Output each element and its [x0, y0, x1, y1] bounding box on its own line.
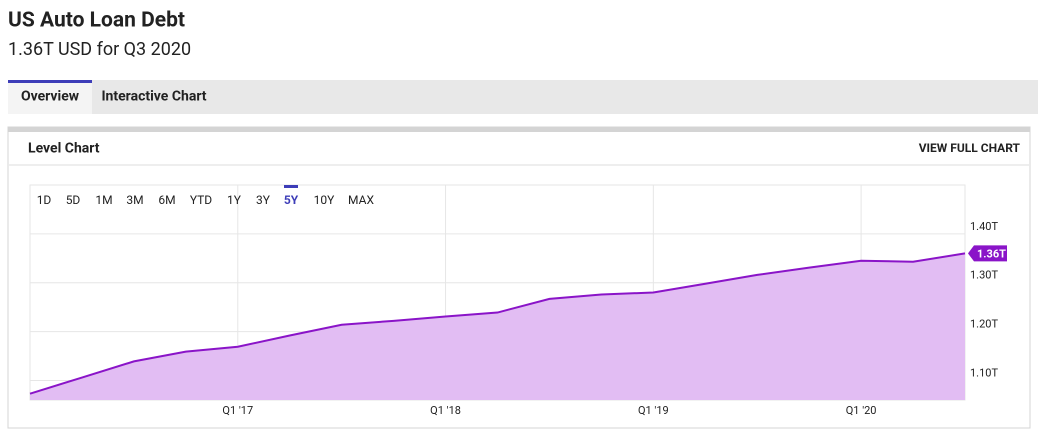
x-tick-label: Q1 '18 — [430, 404, 461, 417]
range-button[interactable]: 1Y — [227, 193, 242, 207]
view-full-chart[interactable]: VIEW FULL CHART — [919, 141, 1021, 155]
tab-bar — [8, 80, 1038, 114]
y-tick-label: 1.10T — [970, 366, 998, 379]
range-button[interactable]: YTD — [190, 193, 212, 207]
subtitle: 1.36T USD for Q3 2020 — [8, 39, 191, 60]
tab-indicator — [8, 80, 92, 83]
value-label: 1.36T — [977, 247, 1006, 260]
y-tick-label: 1.40T — [970, 220, 998, 233]
range-button[interactable]: 3Y — [256, 193, 271, 207]
value-label-bg — [968, 245, 1007, 262]
tab[interactable]: Overview — [21, 89, 80, 105]
range-button[interactable]: 3M — [126, 193, 143, 207]
x-tick-label: Q1 '20 — [846, 404, 877, 417]
tab-active-bg — [8, 80, 92, 114]
line — [29, 252, 966, 395]
title: US Auto Loan Debt — [8, 9, 185, 33]
panel-top — [8, 127, 1030, 132]
x-tick-label: Q1 '19 — [638, 404, 669, 417]
range-button[interactable]: MAX — [348, 193, 374, 207]
tab[interactable]: Interactive Chart — [101, 89, 206, 105]
range-button[interactable]: 5Y — [284, 193, 299, 207]
range-button[interactable]: 6M — [158, 193, 175, 207]
x-tick-label: Q1 '17 — [222, 404, 253, 417]
range-button[interactable]: 1D — [37, 193, 52, 207]
y-tick-label: 1.20T — [970, 317, 998, 330]
y-tick-label: 1.30T — [970, 269, 998, 282]
range-indicator — [284, 185, 298, 188]
area — [30, 253, 965, 400]
range-button[interactable]: 5D — [66, 193, 81, 207]
range-button[interactable]: 10Y — [314, 193, 335, 207]
panel-title: Level Chart — [28, 141, 100, 157]
range-button[interactable]: 1M — [95, 193, 112, 207]
